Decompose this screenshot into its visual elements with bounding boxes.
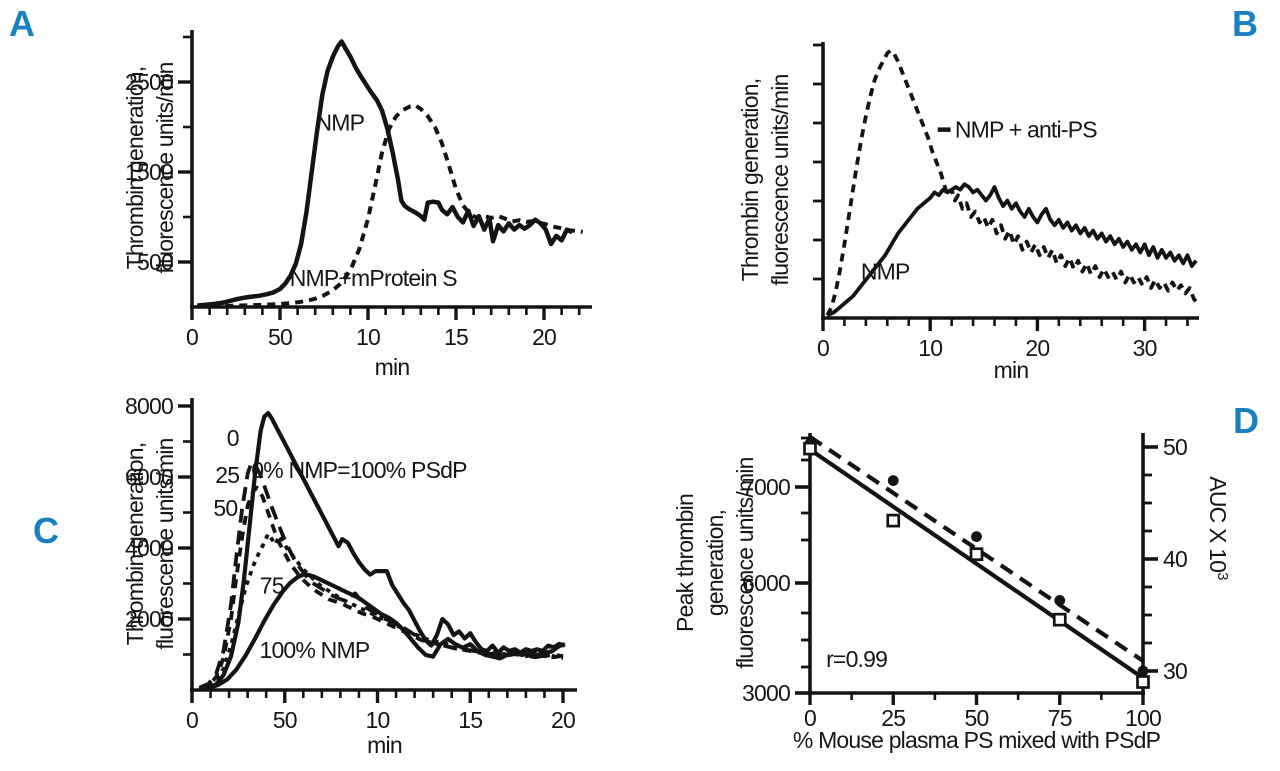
svg-text:AUC X 103: AUC X 103	[1205, 476, 1231, 580]
panel-D-x-axis-label: % Mouse plasma PS mixed with PSdP	[793, 727, 1161, 753]
panel-b-plot: 0 10 20 30 NMP + anti-PS NMP min Thrombin gener…	[737, 42, 1200, 383]
panel-D-right-tick-label: 40	[1163, 546, 1187, 572]
panel-D-x-tick-label: 50	[965, 705, 989, 731]
panel-A-x-tick-label: 20	[532, 324, 556, 350]
panel-C-y-tick-label: 4000	[125, 535, 173, 561]
svg-text:Thrombin generation,fluorescen: Thrombin generation, fluorescence units/m…	[737, 74, 793, 285]
panel-B-x-tick-label: 10	[918, 335, 942, 361]
panel-D-right-tick-label: 50	[1163, 434, 1187, 460]
annotation-25: 25	[215, 462, 239, 488]
panel-D-right-tick-label: 30	[1163, 658, 1187, 684]
marker-filled-circle-auc	[971, 531, 982, 542]
annotation-75: 75	[260, 572, 284, 598]
curve-nmp-b	[826, 182, 1198, 318]
curve-75-c	[198, 531, 564, 691]
panel-C-x-axis-label: min	[367, 732, 402, 758]
panel-D-left-axis-label: Peak thrombin generation, fluorescence uni…	[672, 457, 758, 668]
panel-D-right-axis-label: AUC X 103	[1205, 476, 1231, 580]
panel-C-x-tick-label: 10	[366, 707, 390, 733]
panel-D-x-tick-label: 75	[1048, 705, 1072, 731]
panel-A-x-tick-label: 15	[444, 324, 468, 350]
panel-D-x-tick-label: 25	[881, 705, 905, 731]
correlation-coefficient-label: r=0.99	[826, 646, 887, 672]
panel-a-plot: 0 50 10 15 20 500 1500 2500 NMP NMP+mProtein S min…	[122, 30, 592, 380]
panel-A-x-tick-label: 0	[186, 324, 198, 350]
panel-D-x-tick-label: 100	[1125, 705, 1161, 731]
panel-D-left-tick-label: 7000	[742, 474, 790, 500]
annotation-nmp: NMP	[861, 259, 910, 285]
panel-B-x-axis-label: min	[994, 357, 1029, 383]
panel-c-plot: 0 50 10 15 20 2000 4000 6000 8000 0 25 50 75 0% NMP=1…	[122, 393, 577, 758]
annotation-nmp-anti-ps: NMP + anti-PS	[955, 117, 1097, 143]
panel-C-y-axis-label: Thrombin generation, fluorescence units/m…	[122, 438, 178, 649]
curve-nmp-mprotein-s-a	[197, 103, 583, 309]
panel-C-x-tick-label: 50	[273, 707, 297, 733]
panel-C-x-tick-label: 20	[551, 707, 575, 733]
panel-B-x-tick-label: 20	[1025, 335, 1049, 361]
panel-letter-b: B	[1232, 3, 1258, 44]
panel-A-y-tick-label: 2500	[125, 69, 173, 95]
panel-C-y-tick-label: 6000	[125, 464, 173, 490]
panel-D-left-tick-label: 3000	[742, 680, 790, 706]
annotation-50: 50	[213, 495, 237, 521]
annotation-nmp: NMP	[315, 110, 364, 136]
panel-A-x-tick-label: 50	[268, 324, 292, 350]
panel-C-x-tick-label: 0	[186, 707, 198, 733]
marker-filled-circle-auc	[1137, 665, 1149, 677]
panel-A-y-tick-label: 500	[137, 249, 173, 275]
panel-D-x-tick-label: 0	[804, 705, 816, 731]
panel-A-y-axis-label: Thrombin generation, fluorescence units/m…	[122, 62, 178, 273]
curve-0-nmp-100-psdp--c	[199, 411, 566, 691]
marker-filled-circle-auc	[1054, 595, 1066, 606]
marker-open-square-peak-thrombin	[803, 441, 817, 456]
panel-B-y-axis-label: Thrombin generation, fluorescence units/m…	[737, 74, 793, 285]
panel-C-y-tick-label: 2000	[125, 606, 173, 632]
panel-C-x-tick-label: 15	[458, 707, 482, 733]
marker-open-square-peak-thrombin	[886, 513, 901, 528]
annotation-0: 0	[227, 425, 239, 451]
fit-line-auc	[808, 435, 1145, 663]
panel-D-left-tick-label: 6000	[742, 570, 790, 596]
panel-A-x-tick-label: 10	[356, 324, 380, 350]
svg-text:Thrombin generation,fluorescen: Thrombin generation, fluorescence units/m…	[122, 62, 178, 273]
panel-C-y-tick-label: 8000	[125, 393, 173, 419]
annotation-nmp-mprotein-s: NMP+mProtein S	[290, 265, 458, 291]
panel-A-x-axis-label: min	[375, 354, 410, 380]
panel-letter-d: D	[1233, 400, 1259, 441]
curve-nmp-anti-ps-b	[825, 48, 1200, 317]
panel-B-x-tick-label: 30	[1133, 335, 1157, 361]
marker-filled-circle-auc	[887, 475, 899, 486]
marker-open-square-peak-thrombin	[1136, 675, 1150, 689]
curve-nmp-a	[197, 39, 574, 308]
fit-line-peak-thrombin	[808, 447, 1145, 680]
svg-text:Thrombin generation,fluorescen: Thrombin generation, fluorescence units/m…	[122, 438, 178, 649]
marker-open-square-peak-thrombin	[969, 547, 984, 562]
curve-100-nmp-c	[199, 572, 566, 692]
panel-B-x-tick-label: 0	[817, 335, 829, 361]
annotation-100-nmp: 100% NMP	[259, 637, 369, 663]
annotation-0-nmp-100-psdp: 0% NMP=100% PSdP	[251, 457, 467, 483]
marker-open-square-peak-thrombin	[1052, 612, 1067, 627]
panel-d-plot: 7000 6000 3000 50 40 30 0 25 50 75 100 r=0.99 % Mous…	[672, 433, 1231, 753]
panel-letter-a: A	[9, 3, 35, 44]
panel-letter-c: C	[33, 510, 59, 551]
curve-50-c	[198, 485, 564, 690]
panel-A-y-tick-label: 1500	[125, 159, 173, 185]
